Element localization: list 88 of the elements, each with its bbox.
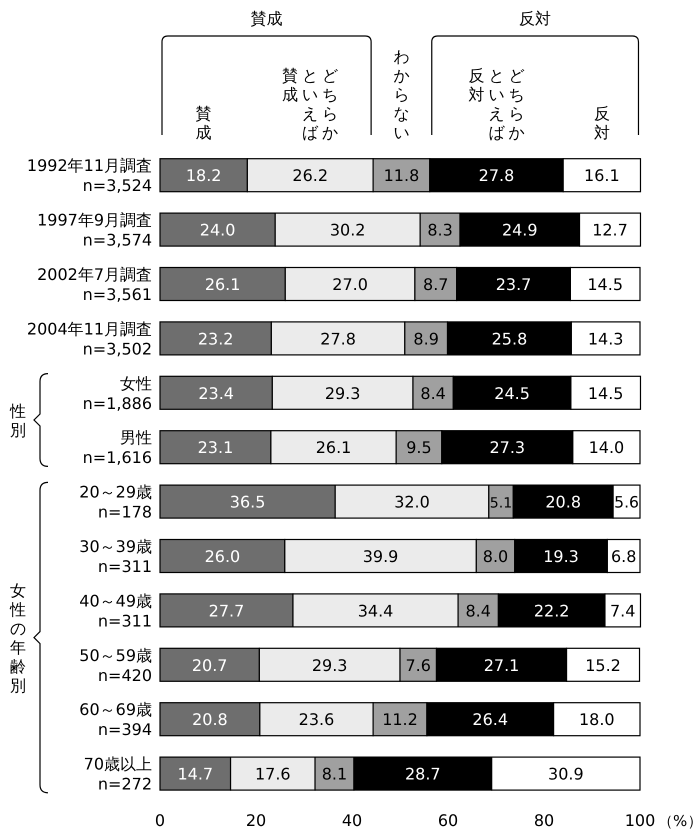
data-label: 11.2 [382,710,418,730]
data-label: 7.4 [610,601,636,620]
data-label: 18.2 [186,166,222,186]
data-label: 14.3 [588,329,624,348]
y-tick-label: 男性 n=1,616 [82,428,152,468]
data-label: 29.3 [324,384,360,403]
x-tick-label: 40 [342,811,362,830]
data-label: 5.6 [614,492,639,512]
x-tick-label: 100 [624,811,656,830]
y-tick-label: 50～59歳 n=420 [79,646,152,685]
data-label: 24.5 [494,384,530,403]
data-label: 27.0 [332,275,368,294]
data-label: 16.1 [584,166,620,186]
data-label: 27.7 [208,601,244,620]
y-tick-label: 60～69歳 n=394 [79,700,152,740]
data-label: 14.7 [177,764,214,784]
text: 女性の年齢別 [9,581,26,696]
data-label: 26.0 [204,547,240,566]
data-label: 26.2 [292,166,328,186]
data-label: 39.9 [362,547,398,566]
data-label: 6.8 [610,547,636,566]
data-label: 32.0 [394,492,430,512]
data-label: 27.8 [320,329,356,348]
text: 反対 [519,9,552,28]
data-label: 20.8 [192,710,228,730]
data-label: 8.9 [413,329,439,348]
data-label: 23.7 [496,275,532,294]
y-tick-label: 30～39歳 n=311 [79,537,152,576]
data-label: 15.2 [585,656,621,675]
data-label: 26.1 [204,275,240,294]
data-label: 27.3 [489,438,526,458]
data-label: 23.2 [198,329,234,348]
data-label: 20.7 [192,656,228,675]
data-label: 24.9 [502,220,538,240]
y-tick-label: 1992年11月調査 n=3,524 [26,156,152,196]
x-tick-label: 20 [246,811,266,830]
data-label: 27.1 [484,656,520,675]
data-label: 17.6 [254,764,291,784]
x-axis-title: （%） [658,812,695,830]
x-tick-label: 60 [438,811,458,830]
text: どちらかといえば賛成 [282,66,338,142]
y-tick-label: 2004年11月調査 n=3,502 [26,319,152,358]
data-label: 24.0 [200,220,236,240]
series-label: 賛成 [196,104,212,142]
data-label: 8.1 [322,764,348,784]
data-label: 26.1 [316,438,352,458]
data-label: 8.3 [427,220,453,240]
data-label: 30.9 [548,764,584,784]
data-label: 23.6 [298,710,334,730]
data-label: 8.4 [420,384,446,403]
data-label: 14.0 [588,438,624,458]
data-label: 36.5 [230,492,266,512]
y-tick-label: 70歳以上 n=272 [84,754,152,794]
text: どちらかといえば反対 [468,66,524,142]
x-tick-label: 0 [154,811,166,830]
data-label: 7.6 [406,656,431,675]
data-label: 14.5 [588,384,624,403]
data-label: 11.8 [384,166,420,186]
data-label: 25.8 [492,329,528,348]
data-label: 27.8 [478,166,514,186]
data-label: 34.4 [358,601,394,620]
data-label: 8.0 [482,547,508,566]
data-label: 18.0 [578,710,615,730]
data-label: 19.3 [543,547,579,566]
data-label: 26.4 [472,710,508,730]
y-tick-label: 2002年7月調査 n=3,561 [37,265,152,304]
y-tick-label: 40～49歳 n=311 [79,591,152,630]
data-label: 8.4 [466,601,491,620]
x-tick-label: 80 [534,811,554,830]
data-label: 20.8 [545,492,582,512]
data-label: 28.7 [404,764,441,784]
data-label: 29.3 [312,656,348,675]
y-tick-label: 20～29歳 n=178 [79,482,152,522]
data-label: 14.5 [587,275,624,294]
data-label: 5.1 [490,496,512,512]
data-label: 22.2 [534,601,570,620]
text: 賛成 [250,9,283,28]
data-label: 23.1 [198,438,234,458]
data-label: 30.2 [330,220,366,240]
y-tick-label: 女性 n=1,886 [82,374,152,413]
data-label: 9.5 [406,438,432,458]
y-tick-label: 1997年9月調査 n=3,574 [37,210,152,250]
data-label: 8.7 [423,275,448,294]
data-label: 23.4 [198,384,234,403]
series-label: わからない [393,47,410,142]
text: 性別 [9,402,26,440]
series-label: 反対 [594,104,610,142]
data-label: 12.7 [592,220,628,240]
